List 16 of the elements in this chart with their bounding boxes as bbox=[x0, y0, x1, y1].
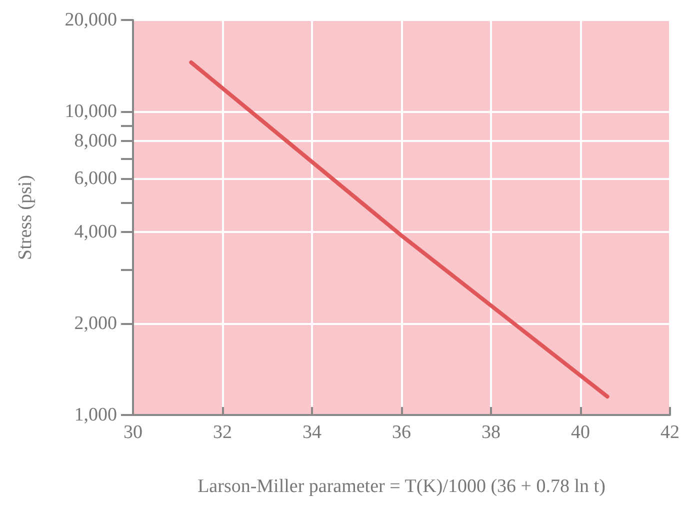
x-tick-label: 40 bbox=[571, 422, 590, 443]
y-tick-label: 4,000 bbox=[74, 222, 117, 243]
x-tick-label: 34 bbox=[302, 422, 322, 443]
y-tick-label: 10,000 bbox=[64, 100, 117, 122]
x-axis-title: Larson-Miller parameter = T(K)/1000 (36 + 0.78 ln t) bbox=[198, 476, 606, 497]
y-tick-label: 6,000 bbox=[74, 168, 117, 190]
x-tick-label: 38 bbox=[482, 422, 500, 443]
y-tick-label: 1,000 bbox=[74, 404, 117, 426]
x-tick-label: 32 bbox=[213, 422, 232, 443]
y-tick-label: 8,000 bbox=[74, 130, 117, 152]
x-tick-label: 36 bbox=[392, 422, 411, 443]
x-tick-label: 30 bbox=[124, 422, 142, 443]
y-axis-title: Stress (psi) bbox=[15, 175, 36, 260]
y-tick-label: 2,000 bbox=[74, 313, 117, 334]
y-tick-label: 20,000 bbox=[64, 10, 117, 30]
x-tick-label: 42 bbox=[660, 422, 680, 443]
